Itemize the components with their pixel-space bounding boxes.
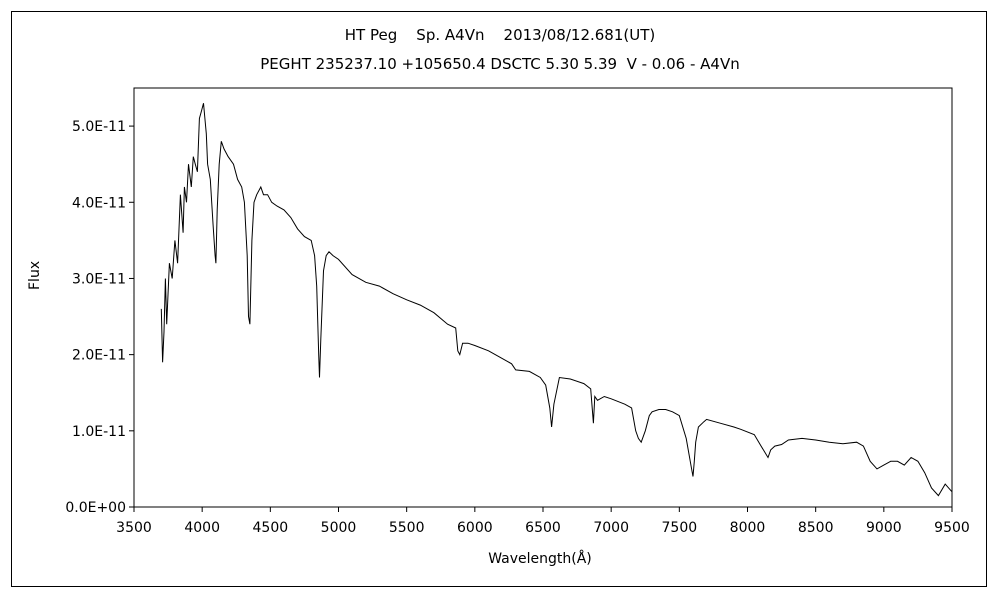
y-tick-label: 5.0E-11 [72,119,126,135]
x-tick-label: 7000 [593,520,629,536]
y-tick-label: 3.0E-11 [72,271,126,287]
x-tick-label: 9500 [934,520,970,536]
chart-title: HT Peg Sp. A4Vn 2013/08/12.681(UT) [344,26,656,44]
x-tick-label: 5000 [321,520,357,536]
x-tick-label: 4500 [253,520,289,536]
chart-frame [11,11,987,587]
x-axis-label: Wavelength(Å) [488,551,592,567]
x-tick-label: 8500 [798,520,834,536]
x-axis: 3500 4000 4500 5000 5500 6000 6500 7000 7500 8000… [116,507,970,536]
chart-subtitle: PEGHT 235237.10 +105650.4 DSCTC 5.30 5.3… [260,55,740,73]
x-tick-label: 8000 [730,520,766,536]
y-tick-label: 4.0E-11 [72,195,126,211]
y-tick-label: 2.0E-11 [72,348,126,364]
y-tick-label: 1.0E-11 [72,424,126,440]
spectrum-line [160,103,953,497]
y-axis: 0.0E+00 1.0E-11 2.0E-11 3.0E-11 4.0E-11 5.0E-… [65,119,134,516]
x-tick-label: 6500 [525,520,561,536]
x-tick-label: 6000 [457,520,493,536]
x-tick-label: 4000 [184,520,220,536]
x-tick-label: 5500 [389,520,425,536]
x-tick-label: 7500 [662,520,698,536]
plot-area [133,87,953,508]
x-tick-label: 3500 [116,520,152,536]
y-tick-label: 0.0E+00 [65,500,126,516]
x-tick-label: 9000 [866,520,902,536]
